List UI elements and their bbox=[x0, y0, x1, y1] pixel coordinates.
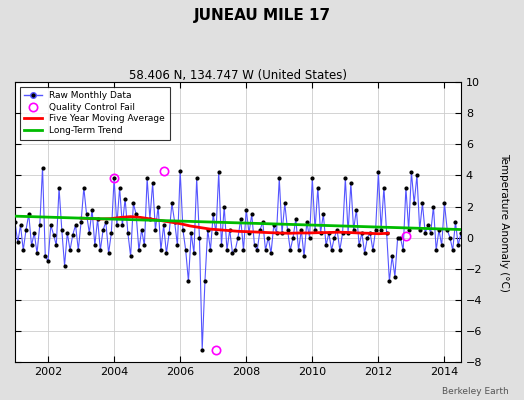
Legend: Raw Monthly Data, Quality Control Fail, Five Year Moving Average, Long-Term Tren: Raw Monthly Data, Quality Control Fail, … bbox=[19, 86, 170, 140]
Title: 58.406 N, 134.747 W (United States): 58.406 N, 134.747 W (United States) bbox=[129, 69, 347, 82]
Y-axis label: Temperature Anomaly (°C): Temperature Anomaly (°C) bbox=[499, 153, 509, 292]
Text: Berkeley Earth: Berkeley Earth bbox=[442, 387, 508, 396]
Text: JUNEAU MILE 17: JUNEAU MILE 17 bbox=[193, 8, 331, 23]
